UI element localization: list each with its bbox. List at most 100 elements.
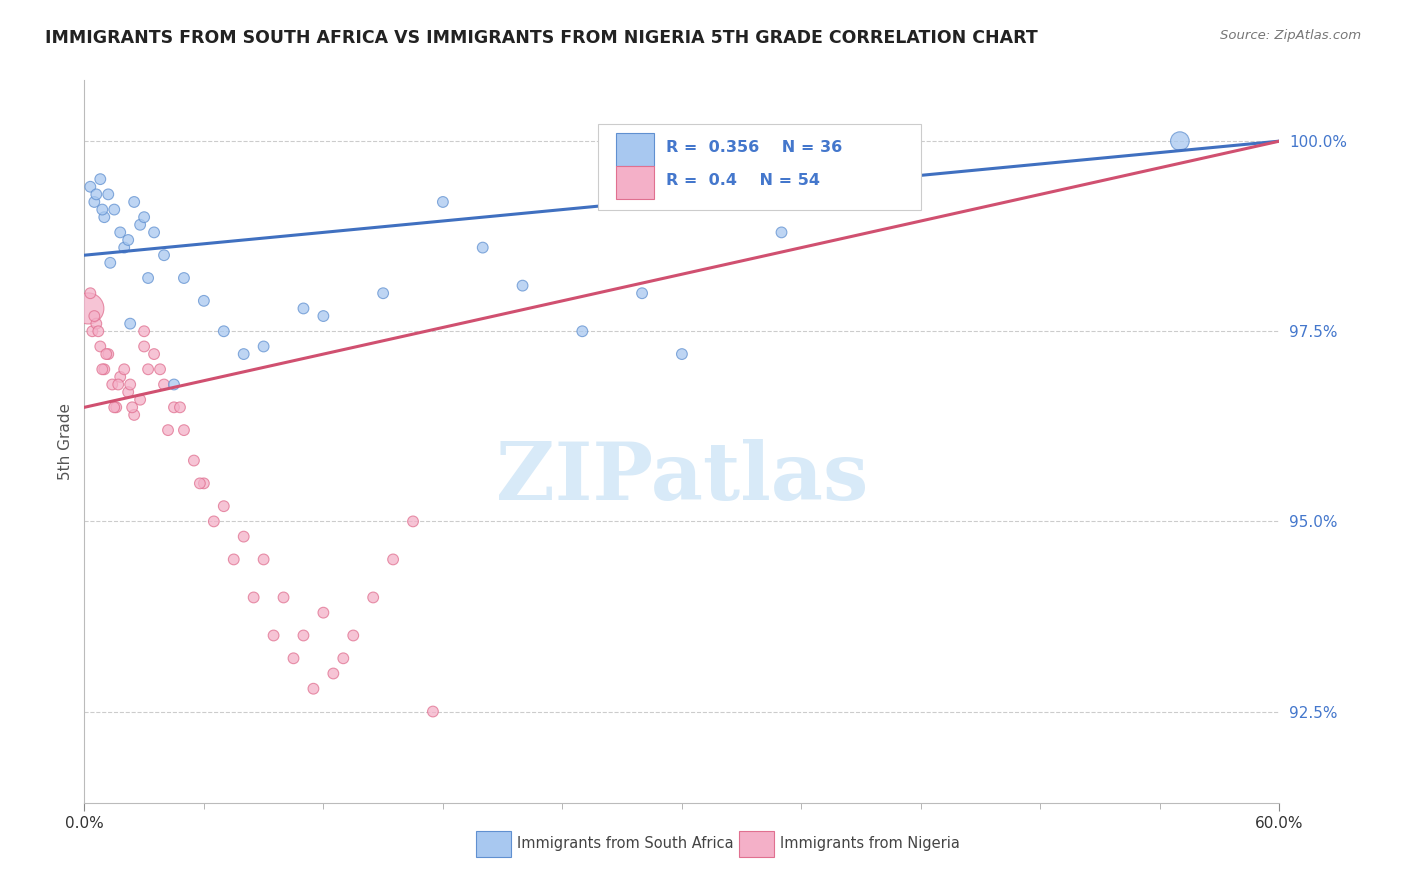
Point [143, 347, 166, 361]
Point [212, 499, 235, 513]
Point [332, 651, 354, 665]
Point [273, 591, 295, 605]
Point [143, 226, 166, 240]
Point [122, 194, 145, 209]
Point [121, 401, 143, 415]
Point [163, 401, 186, 415]
Point [153, 248, 176, 262]
Text: R =  0.4    N = 54: R = 0.4 N = 54 [666, 173, 820, 188]
Point [112, 241, 135, 255]
Point [93, 362, 115, 376]
FancyBboxPatch shape [599, 124, 921, 211]
Point [112, 362, 135, 376]
Point [342, 628, 364, 642]
Point [117, 233, 139, 247]
Y-axis label: 5th Grade: 5th Grade [58, 403, 73, 480]
Point [232, 530, 254, 544]
Text: Source: ZipAtlas.com: Source: ZipAtlas.com [1220, 29, 1361, 42]
Point [312, 309, 335, 323]
Point [631, 286, 654, 301]
Point [173, 423, 195, 437]
Point [117, 385, 139, 400]
Text: Immigrants from Nigeria: Immigrants from Nigeria [780, 837, 960, 852]
Point [253, 552, 276, 566]
Point [103, 202, 125, 217]
Point [302, 681, 325, 696]
Point [292, 301, 315, 316]
Point [422, 705, 444, 719]
Text: R =  0.356    N = 36: R = 0.356 N = 36 [666, 140, 842, 155]
Point [129, 392, 152, 407]
Point [292, 628, 315, 642]
Point [86, 187, 108, 202]
Point [1168, 134, 1191, 148]
Point [91, 362, 114, 376]
Point [107, 377, 129, 392]
Point [105, 401, 128, 415]
Point [169, 401, 191, 415]
Point [97, 347, 120, 361]
Point [91, 202, 114, 217]
Point [202, 515, 225, 529]
Text: ZIPatlas: ZIPatlas [496, 439, 868, 516]
Point [373, 286, 395, 301]
Point [82, 324, 104, 338]
Point [253, 339, 276, 353]
FancyBboxPatch shape [477, 831, 510, 857]
Point [98, 256, 121, 270]
Text: Immigrants from South Africa: Immigrants from South Africa [517, 837, 734, 852]
Point [312, 606, 335, 620]
Point [193, 476, 215, 491]
Point [382, 552, 405, 566]
Point [242, 591, 264, 605]
Point [183, 453, 205, 467]
Point [153, 377, 176, 392]
FancyBboxPatch shape [616, 166, 654, 200]
Point [671, 347, 693, 361]
Point [120, 377, 142, 392]
Point [96, 347, 118, 361]
Point [110, 226, 132, 240]
Point [157, 423, 180, 437]
Point [132, 210, 156, 224]
Point [122, 408, 145, 422]
Point [149, 362, 172, 376]
Point [110, 370, 132, 384]
Point [103, 401, 125, 415]
Point [222, 552, 245, 566]
Point [89, 339, 111, 353]
Point [120, 317, 142, 331]
Point [89, 172, 111, 186]
Point [193, 293, 215, 308]
Point [212, 324, 235, 338]
Point [512, 278, 534, 293]
Point [79, 286, 101, 301]
Point [188, 476, 211, 491]
Point [87, 324, 110, 338]
Point [136, 362, 159, 376]
Point [129, 218, 152, 232]
Point [770, 226, 793, 240]
Point [163, 377, 186, 392]
FancyBboxPatch shape [740, 831, 773, 857]
Point [322, 666, 344, 681]
Point [132, 324, 156, 338]
Point [263, 628, 285, 642]
FancyBboxPatch shape [616, 133, 654, 166]
Text: IMMIGRANTS FROM SOUTH AFRICA VS IMMIGRANTS FROM NIGERIA 5TH GRADE CORRELATION CH: IMMIGRANTS FROM SOUTH AFRICA VS IMMIGRAN… [45, 29, 1038, 46]
Point [283, 651, 305, 665]
Point [132, 339, 156, 353]
Point [93, 210, 115, 224]
Point [173, 271, 195, 285]
Point [232, 347, 254, 361]
Point [79, 179, 101, 194]
Point [97, 187, 120, 202]
Point [83, 309, 105, 323]
Point [432, 194, 454, 209]
Point [101, 377, 124, 392]
Point [77, 301, 100, 316]
Point [571, 324, 593, 338]
Point [136, 271, 159, 285]
Point [361, 591, 384, 605]
Point [83, 194, 105, 209]
